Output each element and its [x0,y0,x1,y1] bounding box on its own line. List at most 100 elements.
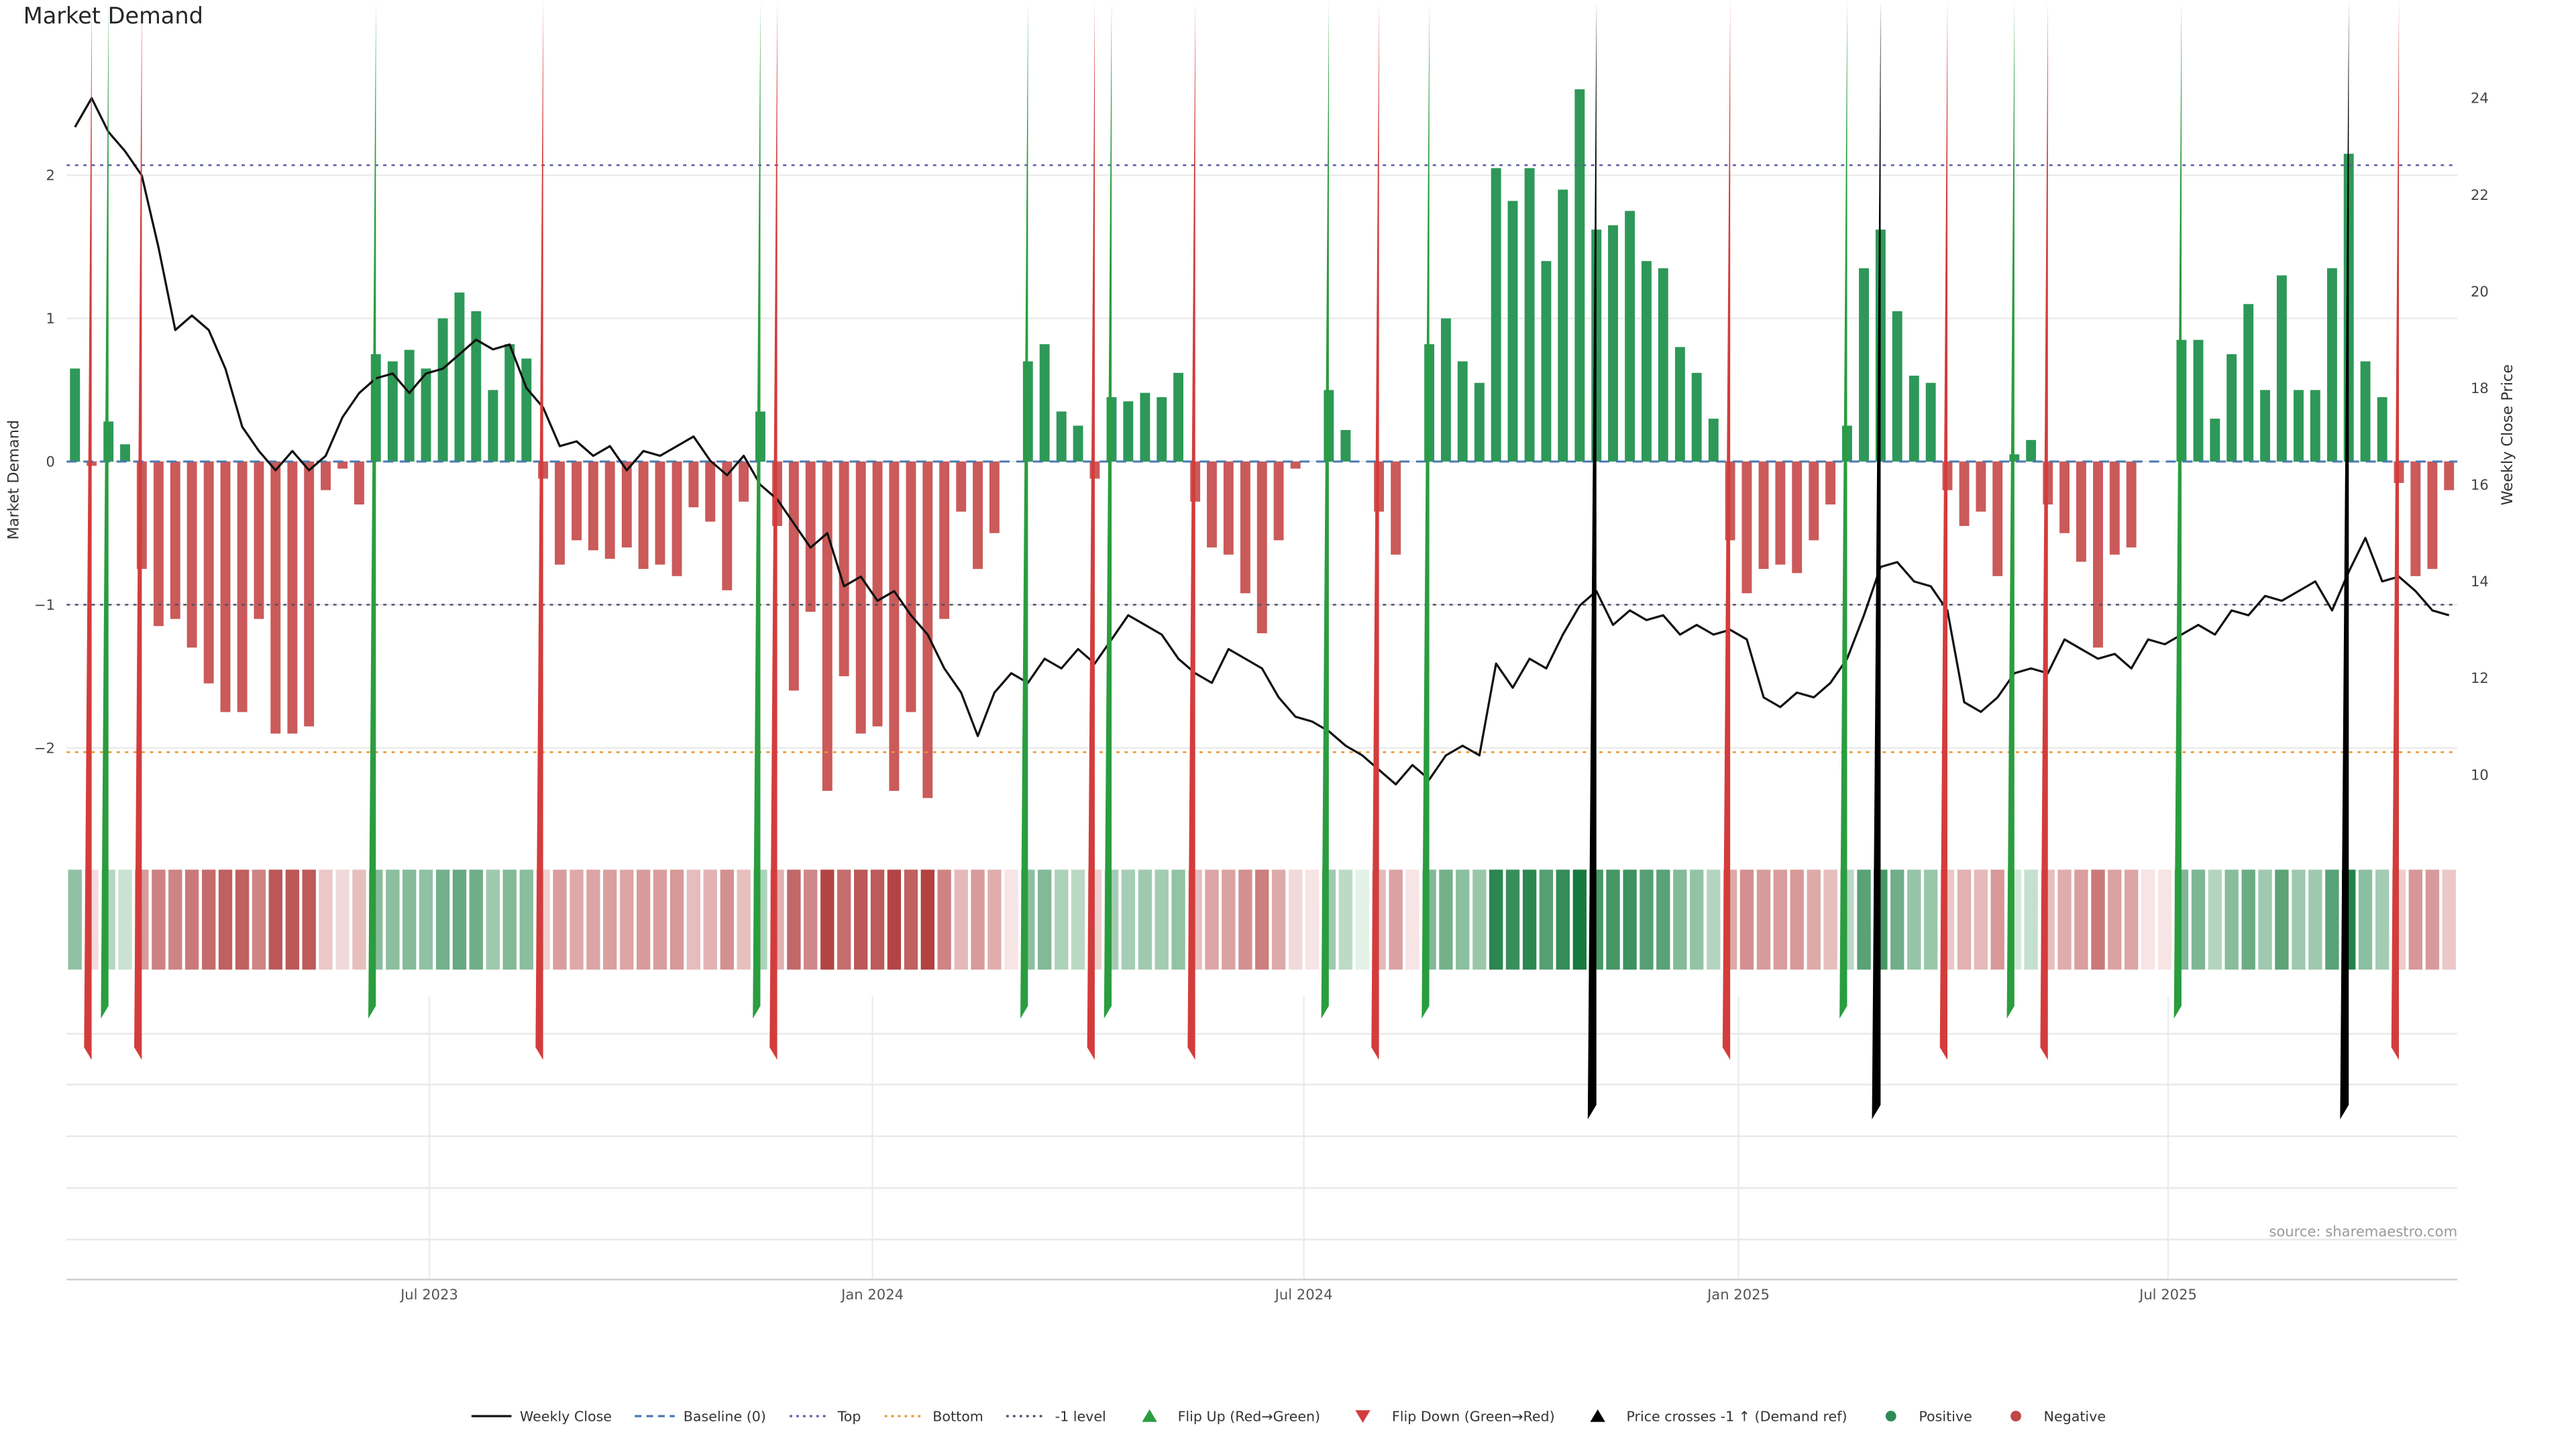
demand-bar-positive [1340,429,1351,462]
demand-bar-negative [1391,461,1401,555]
demand-bar-positive [1608,225,1618,462]
heatmap-cell [653,869,667,970]
flip-down-marker [1722,1,1731,1061]
demand-bar-negative [2109,461,2120,555]
demand-bar-positive [504,344,515,462]
right-tick-label: 14 [2471,573,2489,590]
heatmap-cell [553,869,567,970]
heatmap-cell [302,869,316,970]
heatmap-cell [1957,869,1972,970]
demand-bar-positive [1491,168,1501,462]
source-credit: source: sharemaestro.com [2269,1224,2458,1242]
right-tick-label: 22 [2471,186,2489,203]
demand-bar-positive [2360,361,2371,462]
demand-bar-negative [855,461,866,734]
heatmap-cell [820,869,835,970]
heatmap-cell [2258,869,2272,970]
heatmap-cell [469,869,483,970]
demand-bar-positive [1140,392,1150,462]
heatmap-cell [1489,869,1503,970]
heatmap-cell [1405,869,1419,970]
triangle-down-icon [1356,1410,1371,1423]
demand-bar-negative [889,461,900,791]
demand-bar-positive [1173,372,1184,462]
heatmap-cell [1288,869,1303,970]
demand-bar-negative [655,461,665,565]
demand-bar-negative [872,461,883,727]
demand-bar-positive [521,358,532,462]
flip-down-marker [2040,1,2048,1061]
demand-bar-positive [1507,201,1518,462]
heatmap-cell [1539,869,1554,970]
demand-bar-negative [1240,461,1250,594]
heatmap-cell [720,869,734,970]
x-tick-label: Jan 2024 [840,1286,904,1303]
demand-bar-negative [688,461,699,508]
heatmap-cell [2408,869,2423,970]
left-tick-label: 2 [46,167,55,184]
legend-item: Flip Down (Green→Red) [1342,1408,1555,1424]
legend-swatch-triangle-up [1142,1409,1157,1422]
demand-bar-negative [1256,461,1267,633]
heatmap-cell [954,869,968,970]
flip-markers [84,1,2400,1061]
flip-down-marker [134,1,142,1061]
heatmap-cell [335,869,350,970]
demand-bar-negative [1825,461,1836,505]
legend-swatch-dot [2010,1411,2021,1421]
flip-up-marker [1421,1,1430,1019]
demand-bar-positive [454,292,465,462]
heatmap-cell [2425,869,2440,970]
legend-label: Negative [2043,1407,2106,1425]
demand-bar-positive [488,390,498,462]
legend-swatch-line [884,1415,924,1417]
demand-bar-negative [354,461,364,505]
heatmap-cell [603,869,617,970]
right-tick-label: 18 [2471,380,2489,396]
demand-bar-negative [220,461,231,712]
x-axis-ticks: Jul 2023 Jan 2024 Jul 2024 Jan 2025 Jul 2025 [399,1286,2197,1303]
heatmap-cell [2241,869,2255,970]
heatmap-cell [1255,869,1269,970]
flip-up-marker [1020,1,1028,1019]
demand-bar-positive [1909,376,1919,462]
heatmap-cell [2141,869,2155,970]
right-axis-ticks: 10 12 14 16 18 20 22 24 [2471,90,2489,784]
left-tick-label: −1 [34,596,55,613]
flip-down-marker [84,1,92,1061]
legend-label: -1 level [1055,1407,1106,1425]
heatmap-cell [1974,869,1988,970]
x-tick-label: Jul 2024 [1274,1286,1333,1303]
demand-bar-negative [270,461,281,734]
legend-label: Weekly Close [519,1407,612,1425]
demand-bar-negative [839,461,849,677]
heatmap-cell [1155,869,1169,970]
demand-bar-positive [1892,311,1902,462]
demand-bar-positive [1641,261,1652,462]
demand-bar-positive [1625,211,1635,462]
legend-item: Negative [1994,1407,2106,1425]
demand-bar-positive [1524,168,1535,462]
heatmap-cell [1572,869,1587,970]
legend-item: Bottom [883,1408,983,1424]
heatmap-cell [1271,869,1286,970]
demand-bar-negative [1273,461,1284,541]
dot-icon [1885,1411,1896,1421]
demand-bar-positive [2276,275,2287,462]
heatmap-cell [2358,869,2373,970]
triangle-up-icon [1591,1409,1606,1422]
demand-bar-negative [739,461,749,502]
demand-bar-positive [2210,419,2220,462]
demand-bar-negative [1976,461,1986,512]
heatmap-cell [1756,869,1771,970]
left-tick-label: −2 [34,739,55,756]
demand-bar-negative [254,461,264,619]
demand-bar-positive [1708,419,1719,462]
demand-bar-negative [237,461,248,712]
page-title: Market Demand [23,3,203,30]
heatmap-cell [1707,869,1721,970]
x-tick-label: Jul 2023 [399,1286,458,1303]
demand-bar-negative [1741,461,1752,594]
demand-bar-negative [170,461,180,619]
